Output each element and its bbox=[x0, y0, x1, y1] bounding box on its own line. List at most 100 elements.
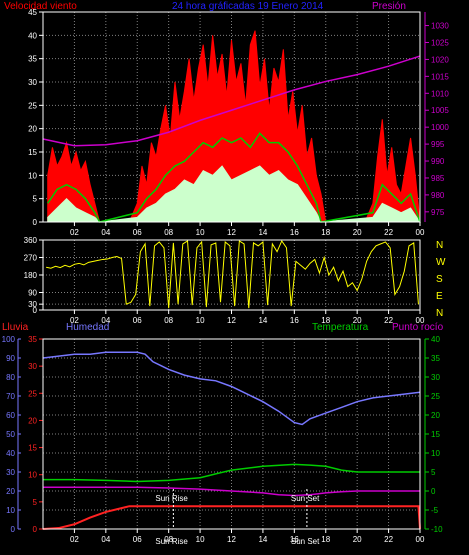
chart-axes: 0510152025303540459759809859909951000100… bbox=[2, 8, 450, 544]
direction-ytick-label: 270 bbox=[24, 254, 38, 263]
temperature-ytick-label: -10 bbox=[431, 525, 443, 534]
wind-average-series bbox=[47, 132, 421, 223]
humidity-series bbox=[42, 351, 421, 426]
rain-ytick-label: 40 bbox=[6, 449, 15, 458]
compass-s: S bbox=[436, 274, 443, 285]
temperature-ytick-label: 5 bbox=[431, 468, 436, 477]
compass-n-top: N bbox=[436, 240, 443, 251]
direction-xtick-label: 08 bbox=[164, 316, 173, 325]
pressure-ytick-label: 1000 bbox=[431, 123, 449, 132]
climate-xtick-label: 02 bbox=[70, 535, 79, 544]
pressure-ytick-label: 975 bbox=[431, 208, 445, 217]
direction-xtick-label: 10 bbox=[196, 316, 205, 325]
wind-xtick-label: 12 bbox=[227, 228, 236, 237]
rain-ytick-label: 30 bbox=[6, 468, 15, 477]
wind-xtick-label: 08 bbox=[164, 228, 173, 237]
wind-ytick-label: 35 bbox=[28, 55, 37, 64]
humidity-ytick-label: 0 bbox=[33, 525, 38, 534]
pressure-ytick-label: 990 bbox=[431, 157, 445, 166]
wind-ytick-label: 10 bbox=[28, 171, 37, 180]
sun-rise-axis-label: Sun Rise bbox=[155, 537, 188, 546]
climate-xtick-label: 00 bbox=[416, 535, 425, 544]
wind-xtick-label: 20 bbox=[353, 228, 362, 237]
direction-xtick-label: 00 bbox=[416, 316, 425, 325]
temperature-ytick-label: -5 bbox=[431, 506, 439, 515]
temperature-ytick-label: 30 bbox=[431, 373, 440, 382]
period-title: 24 hora gráficadas 19 Enero 2014 bbox=[172, 1, 324, 12]
climate-xtick-label: 12 bbox=[227, 535, 236, 544]
sun-rise-label: Sun Rise bbox=[155, 494, 188, 503]
climate-xtick-label: 08 bbox=[164, 535, 173, 544]
wind-speed-title: Velocidad viento bbox=[4, 1, 77, 12]
wind-ytick-label: 15 bbox=[28, 148, 37, 157]
temperature-ytick-label: 40 bbox=[431, 335, 440, 344]
humidity-ytick-label: 15 bbox=[28, 444, 37, 453]
wind-ytick-label: 30 bbox=[28, 78, 37, 87]
rain-ytick-label: 100 bbox=[2, 335, 16, 344]
direction-ytick-label: 180 bbox=[24, 271, 38, 280]
direction-ytick-label: 30 bbox=[28, 300, 37, 309]
rain-ytick-label: 60 bbox=[6, 411, 15, 420]
wind-xtick-label: 22 bbox=[384, 228, 393, 237]
wind-xtick-label: 10 bbox=[196, 228, 205, 237]
compass-w: W bbox=[436, 257, 446, 268]
panel-3-bg bbox=[43, 339, 420, 529]
humidity-ytick-label: 30 bbox=[28, 362, 37, 371]
temperature-ytick-label: 10 bbox=[431, 449, 440, 458]
humidity-ytick-label: 20 bbox=[28, 416, 37, 425]
temperature-ytick-label: 35 bbox=[431, 354, 440, 363]
wind-xtick-label: 02 bbox=[70, 228, 79, 237]
wind-ytick-label: 0 bbox=[33, 218, 38, 227]
sun-set-label: Sun Set bbox=[291, 494, 320, 503]
climate-xtick-label: 22 bbox=[384, 535, 393, 544]
wind-minimum-series bbox=[47, 165, 421, 223]
wind-xtick-label: 14 bbox=[258, 228, 267, 237]
compass-n-bottom: N bbox=[436, 308, 443, 319]
direction-xtick-label: 12 bbox=[227, 316, 236, 325]
direction-ytick-label: 90 bbox=[28, 289, 37, 298]
direction-ytick-label: 360 bbox=[24, 236, 38, 245]
climate-xtick-label: 06 bbox=[133, 535, 142, 544]
temperature-ytick-label: 15 bbox=[431, 430, 440, 439]
dewpoint-axis-label: Punto rocío bbox=[392, 322, 444, 333]
wind-ytick-label: 45 bbox=[28, 8, 37, 17]
humidity-axis-label: Humedad bbox=[66, 322, 109, 333]
rain-axis-label: Lluvia bbox=[2, 322, 29, 333]
direction-ytick-label: 0 bbox=[33, 306, 38, 315]
rain-ytick-label: 50 bbox=[6, 430, 15, 439]
wind-xtick-label: 18 bbox=[321, 228, 330, 237]
pressure-series bbox=[42, 55, 421, 147]
direction-xtick-label: 02 bbox=[70, 316, 79, 325]
dewpoint-series bbox=[43, 486, 420, 497]
temperature-ytick-label: 0 bbox=[431, 487, 436, 496]
wind-xtick-label: 16 bbox=[290, 228, 299, 237]
direction-xtick-label: 22 bbox=[384, 316, 393, 325]
rain-ytick-label: 70 bbox=[6, 392, 15, 401]
climate-xtick-label: 18 bbox=[321, 535, 330, 544]
direction-xtick-label: 04 bbox=[101, 316, 110, 325]
climate-xtick-label: 04 bbox=[101, 535, 110, 544]
rain-ytick-label: 10 bbox=[6, 506, 15, 515]
humidity-ytick-label: 10 bbox=[28, 471, 37, 480]
wind-xtick-label: 00 bbox=[416, 228, 425, 237]
pressure-ytick-label: 980 bbox=[431, 191, 445, 200]
rain-ytick-label: 80 bbox=[6, 373, 15, 382]
wind-ytick-label: 25 bbox=[28, 101, 37, 110]
temperature-ytick-label: 25 bbox=[431, 392, 440, 401]
climate-xtick-label: 10 bbox=[196, 535, 205, 544]
temperature-ytick-label: 20 bbox=[431, 411, 440, 420]
rain-ytick-label: 90 bbox=[6, 354, 15, 363]
wind-xtick-label: 04 bbox=[101, 228, 110, 237]
rain-ytick-label: 20 bbox=[6, 487, 15, 496]
pressure-ytick-label: 1030 bbox=[431, 22, 449, 31]
temperature-axis-label: Temperatura bbox=[312, 322, 369, 333]
pressure-title: Presión bbox=[372, 1, 406, 12]
wind-ytick-label: 20 bbox=[28, 125, 37, 134]
pressure-ytick-label: 1010 bbox=[431, 89, 449, 98]
chart-text: Velocidad viento 24 hora gráficadas 19 E… bbox=[2, 1, 446, 546]
rain-series bbox=[42, 505, 421, 530]
direction-xtick-label: 06 bbox=[133, 316, 142, 325]
pressure-ytick-label: 1025 bbox=[431, 38, 449, 47]
temperature-series bbox=[43, 463, 420, 483]
